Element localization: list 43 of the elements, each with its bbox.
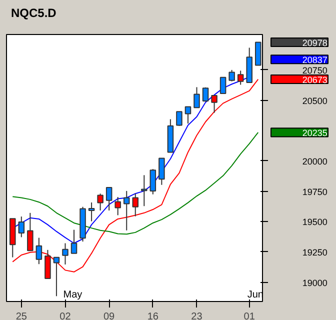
y-tick-label: 20000 <box>302 156 328 166</box>
candlestick <box>237 70 244 86</box>
candlestick <box>184 106 192 124</box>
candlestick <box>211 95 218 114</box>
y-tick-label: 19000 <box>302 278 328 288</box>
x-tick-label: 09 <box>104 312 116 320</box>
y-tick-label: 19250 <box>302 247 328 258</box>
candlestick <box>106 187 112 211</box>
candlestick <box>36 237 42 265</box>
text: 20978 <box>302 38 328 48</box>
text: 20673 <box>302 74 328 85</box>
candlestick <box>114 196 121 216</box>
candlestick <box>220 76 226 94</box>
x-tick-label: 25 <box>16 312 28 320</box>
y-tick-label: 20500 <box>302 96 328 106</box>
chart-title: NQC5.D <box>11 5 56 22</box>
candlestick <box>18 216 25 238</box>
candlestick <box>70 229 78 254</box>
candlestick <box>123 190 130 231</box>
y-tick-label: 20750 <box>302 65 328 76</box>
candlestick <box>53 256 60 297</box>
x-tick-label: 23 <box>191 312 203 320</box>
text: 20837 <box>302 54 328 65</box>
candlestick <box>150 168 156 195</box>
candlestick <box>88 202 95 222</box>
y-tick-label: 19500 <box>302 217 328 228</box>
x-tick-label: 02 <box>60 312 72 320</box>
text: 20235 <box>302 128 328 138</box>
candlestick <box>27 212 34 252</box>
annotation: May <box>63 290 82 300</box>
candlestick <box>176 111 182 126</box>
candlestick <box>194 86 200 108</box>
x-tick-label: 01 <box>244 312 256 320</box>
candlestick <box>228 69 235 82</box>
candlestick <box>97 193 104 211</box>
x-tick-label: 16 <box>147 312 159 320</box>
y-tick-label: 19750 <box>302 186 328 197</box>
candlestick <box>141 174 148 207</box>
candlestick <box>158 158 165 186</box>
candlestick <box>132 193 139 217</box>
candlestick <box>254 42 262 66</box>
line-series <box>12 132 259 235</box>
candlestick <box>62 242 68 265</box>
